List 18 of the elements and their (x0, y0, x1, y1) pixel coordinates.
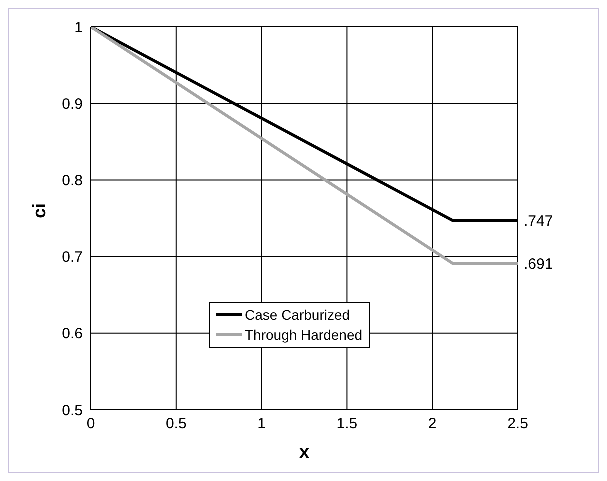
y-tick-label: 0.8 (62, 172, 83, 190)
y-tick-label: 0.6 (62, 326, 83, 343)
x-tick-label: 1 (258, 416, 266, 433)
annotation: .747 (524, 213, 554, 230)
x-tick-label: 2.5 (508, 416, 528, 433)
legend-label: Case Carburized (245, 307, 350, 323)
x-tick-label: 0 (86, 416, 96, 433)
x-axis-title: x (299, 442, 310, 462)
y-tick-label: 0.7 (62, 249, 83, 266)
annotation: .691 (524, 256, 554, 274)
x-tick-label: 0.5 (166, 416, 187, 433)
x-tick-label: 1.5 (336, 416, 358, 433)
y-tick-label: 0.9 (62, 96, 83, 113)
y-tick-label: 1 (74, 19, 83, 36)
y-axis-title: ci (29, 203, 50, 218)
x-tick-label: 2 (428, 416, 437, 433)
legend-label: Through Hardened (245, 327, 363, 343)
y-tick-label: 0.5 (62, 402, 83, 420)
